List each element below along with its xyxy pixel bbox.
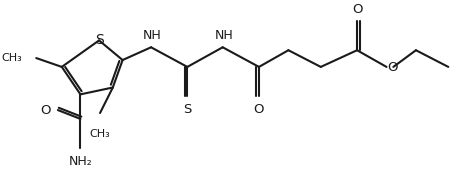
Text: NH: NH: [214, 29, 232, 42]
Text: O: O: [40, 104, 51, 117]
Text: CH₃: CH₃: [89, 129, 110, 139]
Text: O: O: [253, 103, 263, 116]
Text: S: S: [183, 103, 191, 116]
Text: CH₃: CH₃: [2, 53, 23, 63]
Text: O: O: [351, 3, 362, 16]
Text: S: S: [94, 33, 103, 47]
Text: NH₂: NH₂: [69, 155, 92, 168]
Text: O: O: [387, 61, 397, 74]
Text: NH: NH: [142, 29, 161, 42]
